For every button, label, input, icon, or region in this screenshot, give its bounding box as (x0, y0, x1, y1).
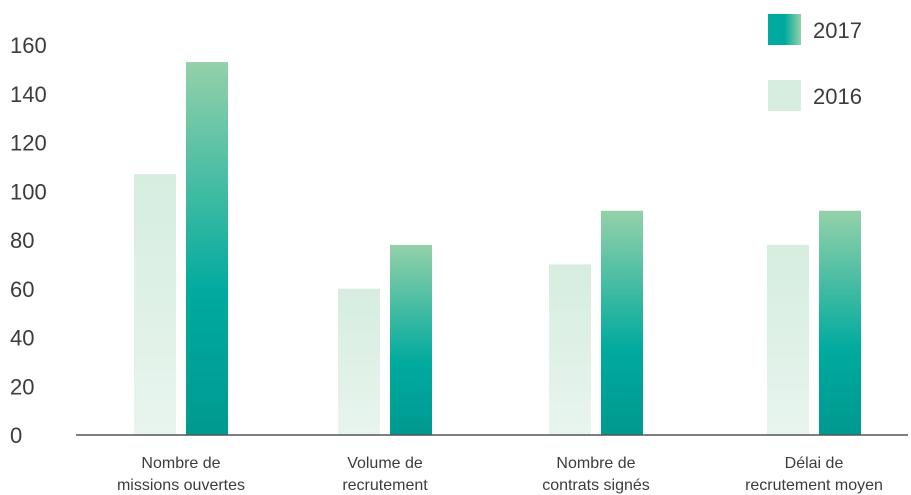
legend: 2017 2016 (768, 14, 862, 111)
category-label-2-line-1: Volume de (347, 455, 423, 472)
y-axis-ticks: 0 20 40 60 80 100 120 140 160 (10, 33, 47, 448)
category-label-3-line-2: contrats signés (542, 477, 650, 494)
bar-2017-category-3 (601, 210, 643, 435)
category-label-2-line-2: recrutement (342, 477, 428, 494)
y-tick-label-100: 100 (10, 179, 47, 204)
category-labels: Nombre de missions ouvertes Volume de recru… (117, 455, 883, 494)
y-tick-label-140: 140 (10, 82, 47, 107)
category-label-4-line-1: Délai de (785, 455, 844, 472)
bar-2016-category-2 (338, 288, 380, 435)
legend-swatch-2017 (768, 14, 801, 45)
category-label-1-line-2: missions ouvertes (117, 477, 245, 494)
category-label-4-line-2: recrutement moyen (745, 477, 883, 494)
category-label-3-line-1: Nombre de (556, 455, 635, 472)
y-tick-label-160: 160 (10, 33, 47, 58)
bar-2017-category-2 (390, 244, 432, 435)
bar-2017-category-1 (186, 62, 228, 435)
y-tick-label-0: 0 (10, 423, 22, 448)
bar-2016-category-4 (767, 244, 809, 435)
bar-2017-category-4 (819, 210, 861, 435)
y-tick-label-80: 80 (10, 228, 34, 253)
bars (134, 62, 861, 435)
bar-2016-category-3 (549, 264, 591, 435)
bar-2016-category-1 (134, 174, 176, 435)
y-tick-label-40: 40 (10, 326, 34, 351)
y-tick-label-20: 20 (10, 374, 34, 399)
category-label-1-line-1: Nombre de (141, 455, 220, 472)
legend-label-2016: 2016 (813, 84, 862, 109)
y-tick-label-120: 120 (10, 131, 47, 156)
y-tick-label-60: 60 (10, 277, 34, 302)
legend-label-2017: 2017 (813, 18, 862, 43)
legend-swatch-2016 (768, 80, 801, 111)
